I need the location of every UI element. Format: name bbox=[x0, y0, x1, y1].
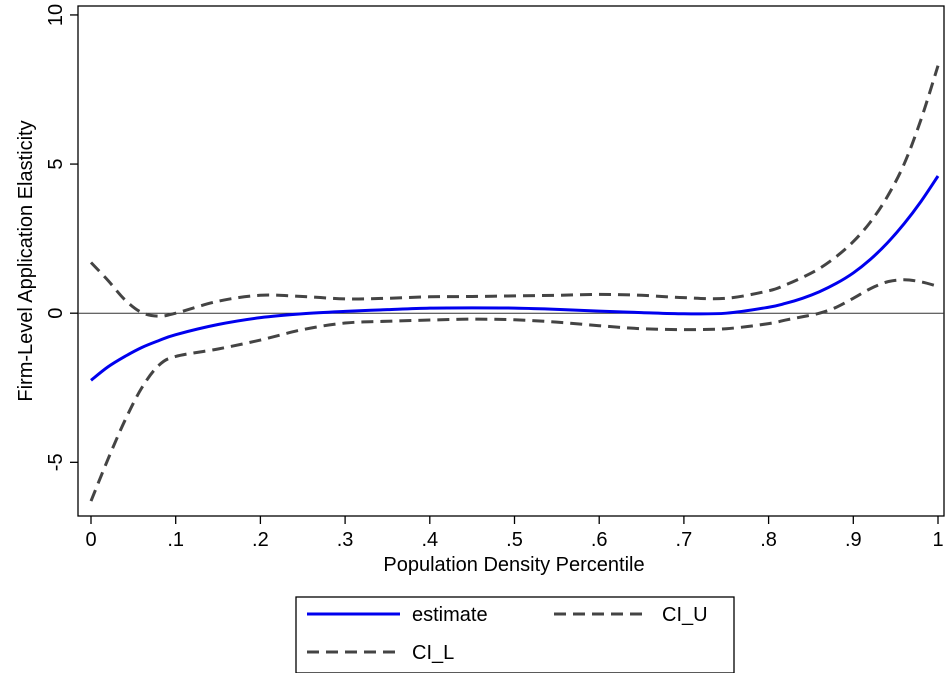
x-tick-label: .1 bbox=[167, 529, 184, 551]
y-axis-label: Firm-Level Application Elasticity bbox=[15, 120, 37, 401]
series-line-ci-l bbox=[89, 278, 939, 502]
series-group bbox=[89, 65, 940, 502]
series-line-ci-u bbox=[89, 65, 940, 318]
y-tick-label: 0 bbox=[45, 308, 67, 319]
y-tick-label: 10 bbox=[45, 4, 67, 26]
legend-label-ci-l: CI_L bbox=[412, 642, 454, 664]
plot-area bbox=[77, 5, 945, 517]
x-tick-label: .4 bbox=[421, 529, 438, 551]
y-tick-label: 5 bbox=[45, 159, 67, 170]
x-tick-label: .6 bbox=[591, 529, 608, 551]
x-tick-label: .7 bbox=[676, 529, 693, 551]
plot-frame bbox=[77, 5, 945, 517]
series-line-estimate bbox=[90, 175, 940, 382]
legend: estimate CI_U CI_L bbox=[295, 596, 735, 673]
x-tick-label: 0 bbox=[85, 529, 96, 551]
x-axis-label: Population Density Percentile bbox=[383, 554, 644, 576]
y-axis: -5 0 5 10 bbox=[45, 4, 78, 471]
x-tick-label: .2 bbox=[252, 529, 269, 551]
legend-label-estimate: estimate bbox=[412, 604, 488, 626]
legend-label-ci-u: CI_U bbox=[662, 604, 708, 626]
x-tick-label: .5 bbox=[506, 529, 523, 551]
x-tick-label: 1 bbox=[932, 529, 943, 551]
x-axis: 0 .1 .2 .3 .4 .5 .6 .7 .8 .9 1 bbox=[85, 516, 944, 551]
x-tick-label: .3 bbox=[337, 529, 354, 551]
x-tick-label: .9 bbox=[845, 529, 862, 551]
y-tick-label: -5 bbox=[45, 453, 67, 471]
x-tick-label: .8 bbox=[760, 529, 777, 551]
legend-box bbox=[295, 596, 735, 673]
